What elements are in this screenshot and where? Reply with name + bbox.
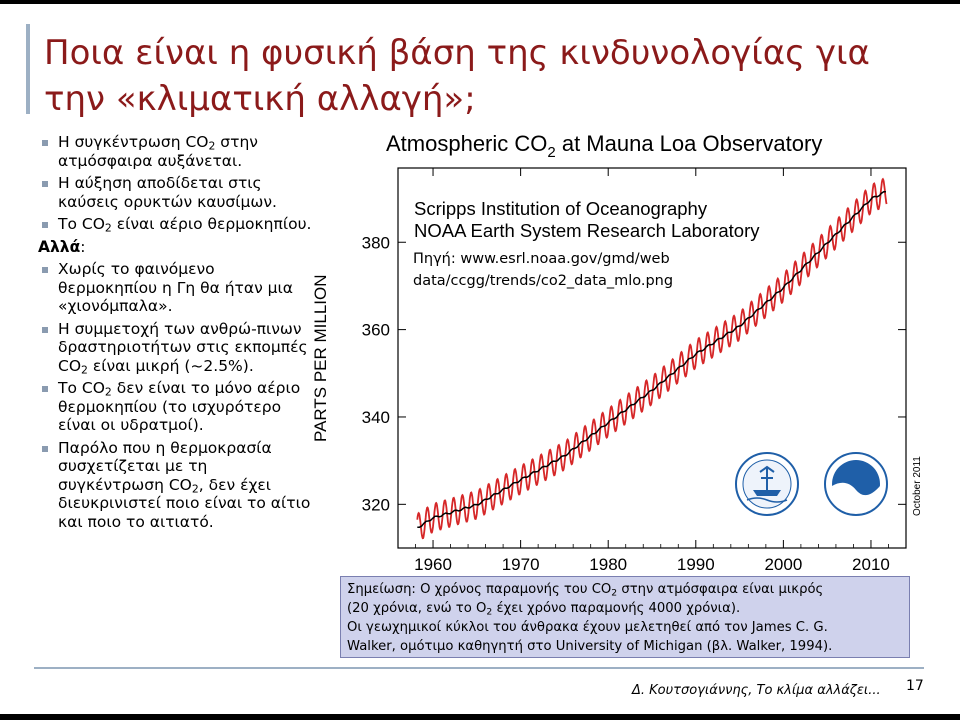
- bullet-text: δεν είναι το μόνο αέριο θερμοκηπίου (το …: [58, 379, 301, 434]
- heading-text: Αλλά: [38, 237, 81, 256]
- bullet-list: Η συγκέντρωση CO2 στην ατμόσφαιρα αυξάνε…: [30, 133, 315, 535]
- trend-co2-line: [417, 190, 886, 528]
- bullet-snowball: Χωρίς το φαινόμενο θερμοκηπίου η Γη θα ή…: [30, 260, 315, 316]
- y-axis-label: PARTS PER MILLION: [311, 274, 330, 442]
- bullet-heading-but: Αλλά:: [30, 238, 315, 257]
- subscript: 2: [208, 139, 216, 153]
- footer-rule: [34, 667, 924, 669]
- x-tick-label: 1970: [502, 555, 540, 574]
- note-line-1: Σημείωση: Ο χρόνος παραμονής του CO2 στη…: [347, 582, 824, 599]
- chart-subtitle-scripps: Scripps Institution of Oceanography: [414, 198, 708, 219]
- bullet-text: Παρόλο που η θερμοκρασία συσχετίζεται με…: [58, 438, 272, 494]
- bullet-cause-effect: Παρόλο που η θερμοκρασία συσχετίζεται με…: [30, 439, 315, 532]
- bullet-text: Χωρίς το φαινόμενο θερμοκηπίου η Γη θα ή…: [58, 260, 294, 315]
- note-line-2: (20 χρόνια, ενώ το O2 έχει χρόνο παραμον…: [347, 601, 741, 618]
- source-line-2: data/ccgg/trends/co2_data_mlo.png: [413, 273, 674, 289]
- co2-chart: Atmospheric CO2 at Mauna Loa Observatory…: [311, 131, 920, 574]
- bullet-text: , δεν έχει διευκρινιστεί ποιο είναι το α…: [58, 475, 311, 531]
- chart-subtitle-noaa: NOAA Earth System Research Laboratory: [414, 220, 760, 241]
- heading-colon: :: [80, 237, 86, 256]
- subscript: 2: [191, 482, 199, 496]
- y-tick-label: 340: [362, 408, 390, 427]
- bullet-fossil-fuels: Η αύξηση αποδίδεται στις καύσεις ορυκτών…: [30, 174, 315, 211]
- axes: 1960 1970 1980 1990 2000 2010 320 340 360 380: [362, 168, 907, 574]
- bullet-co2-increase: Η συγκέντρωση CO2 στην ατμόσφαιρα αυξάνε…: [30, 133, 315, 170]
- bullet-greenhouse-gas: Το CO2 είναι αέριο θερμοκηπίου.: [30, 215, 315, 234]
- bullet-text: Η συμμετοχή των ανθρώ-πινων δραστηριοτήτ…: [58, 319, 308, 375]
- top-border: [0, 0, 960, 4]
- source-caption: Πηγή: www.esrl.noaa.gov/gmd/web data/ccg…: [413, 248, 673, 292]
- subscript: 2: [104, 221, 112, 235]
- footer-author: Δ. Κουτσογιάννης, Το κλίμα αλλάζει...: [632, 683, 881, 698]
- note-box: Σημείωση: Ο χρόνος παραμονής του CO2 στη…: [340, 576, 910, 658]
- title-accent-bar: [26, 24, 30, 114]
- title-line-2: την «κλιματική αλλαγή»;: [44, 79, 476, 119]
- bullet-text: Το CO: [58, 379, 105, 397]
- bullet-text: είναι μικρή (~2.5%).: [87, 356, 254, 375]
- noaa-logo: [824, 452, 888, 516]
- slide-title: Ποια είναι η φυσική βάση της κινδυνολογί…: [44, 30, 924, 122]
- bullet-text: στην ατμόσφαιρα αυξάνεται.: [58, 133, 258, 170]
- page-number: 17: [906, 678, 924, 694]
- note-line-3: Οι γεωχημικοί κύκλοι του άνθρακα έχουν μ…: [347, 620, 828, 635]
- subscript: 2: [486, 606, 493, 618]
- subscript: 2: [104, 385, 112, 399]
- bullet-not-only-gas: Το CO2 δεν είναι το μόνο αέριο θερμοκηπί…: [30, 379, 315, 435]
- x-tick-label: 1990: [677, 555, 715, 574]
- bottom-border: [0, 714, 960, 720]
- title-line-1: Ποια είναι η φυσική βάση της κινδυνολογί…: [44, 33, 870, 73]
- subscript: 2: [81, 363, 88, 377]
- chart-title: Atmospheric CO2 at Mauna Loa Observatory: [386, 131, 822, 161]
- data-lines: [416, 177, 888, 540]
- plot-frame: [397, 167, 907, 549]
- scripps-logo: [735, 452, 799, 516]
- bullet-text: Η αύξηση αποδίδεται στις καύσεις ορυκτών…: [58, 174, 277, 211]
- bullet-text: Το CO: [58, 215, 105, 233]
- y-tick-label: 380: [362, 233, 390, 252]
- bullet-text: είναι αέριο θερμοκηπίου.: [111, 215, 312, 233]
- chart-date-label: October 2011: [912, 456, 920, 516]
- source-line-1: Πηγή: www.esrl.noaa.gov/gmd/web: [413, 251, 670, 267]
- note-line-4: Walker, ομότιμο καθηγητή στο University …: [347, 639, 833, 654]
- x-tick-label: 1960: [414, 555, 452, 574]
- subscript: 2: [611, 587, 618, 599]
- x-tick-label: 2010: [852, 555, 890, 574]
- bullet-text: Η συγκέντρωση CO: [58, 133, 209, 151]
- y-tick-label: 360: [362, 321, 390, 340]
- x-tick-label: 1980: [589, 555, 627, 574]
- monthly-co2-line: [416, 177, 888, 540]
- x-tick-label: 2000: [764, 555, 802, 574]
- y-tick-label: 320: [362, 495, 390, 514]
- bullet-human-share: Η συμμετοχή των ανθρώ-πινων δραστηριοτήτ…: [30, 319, 315, 377]
